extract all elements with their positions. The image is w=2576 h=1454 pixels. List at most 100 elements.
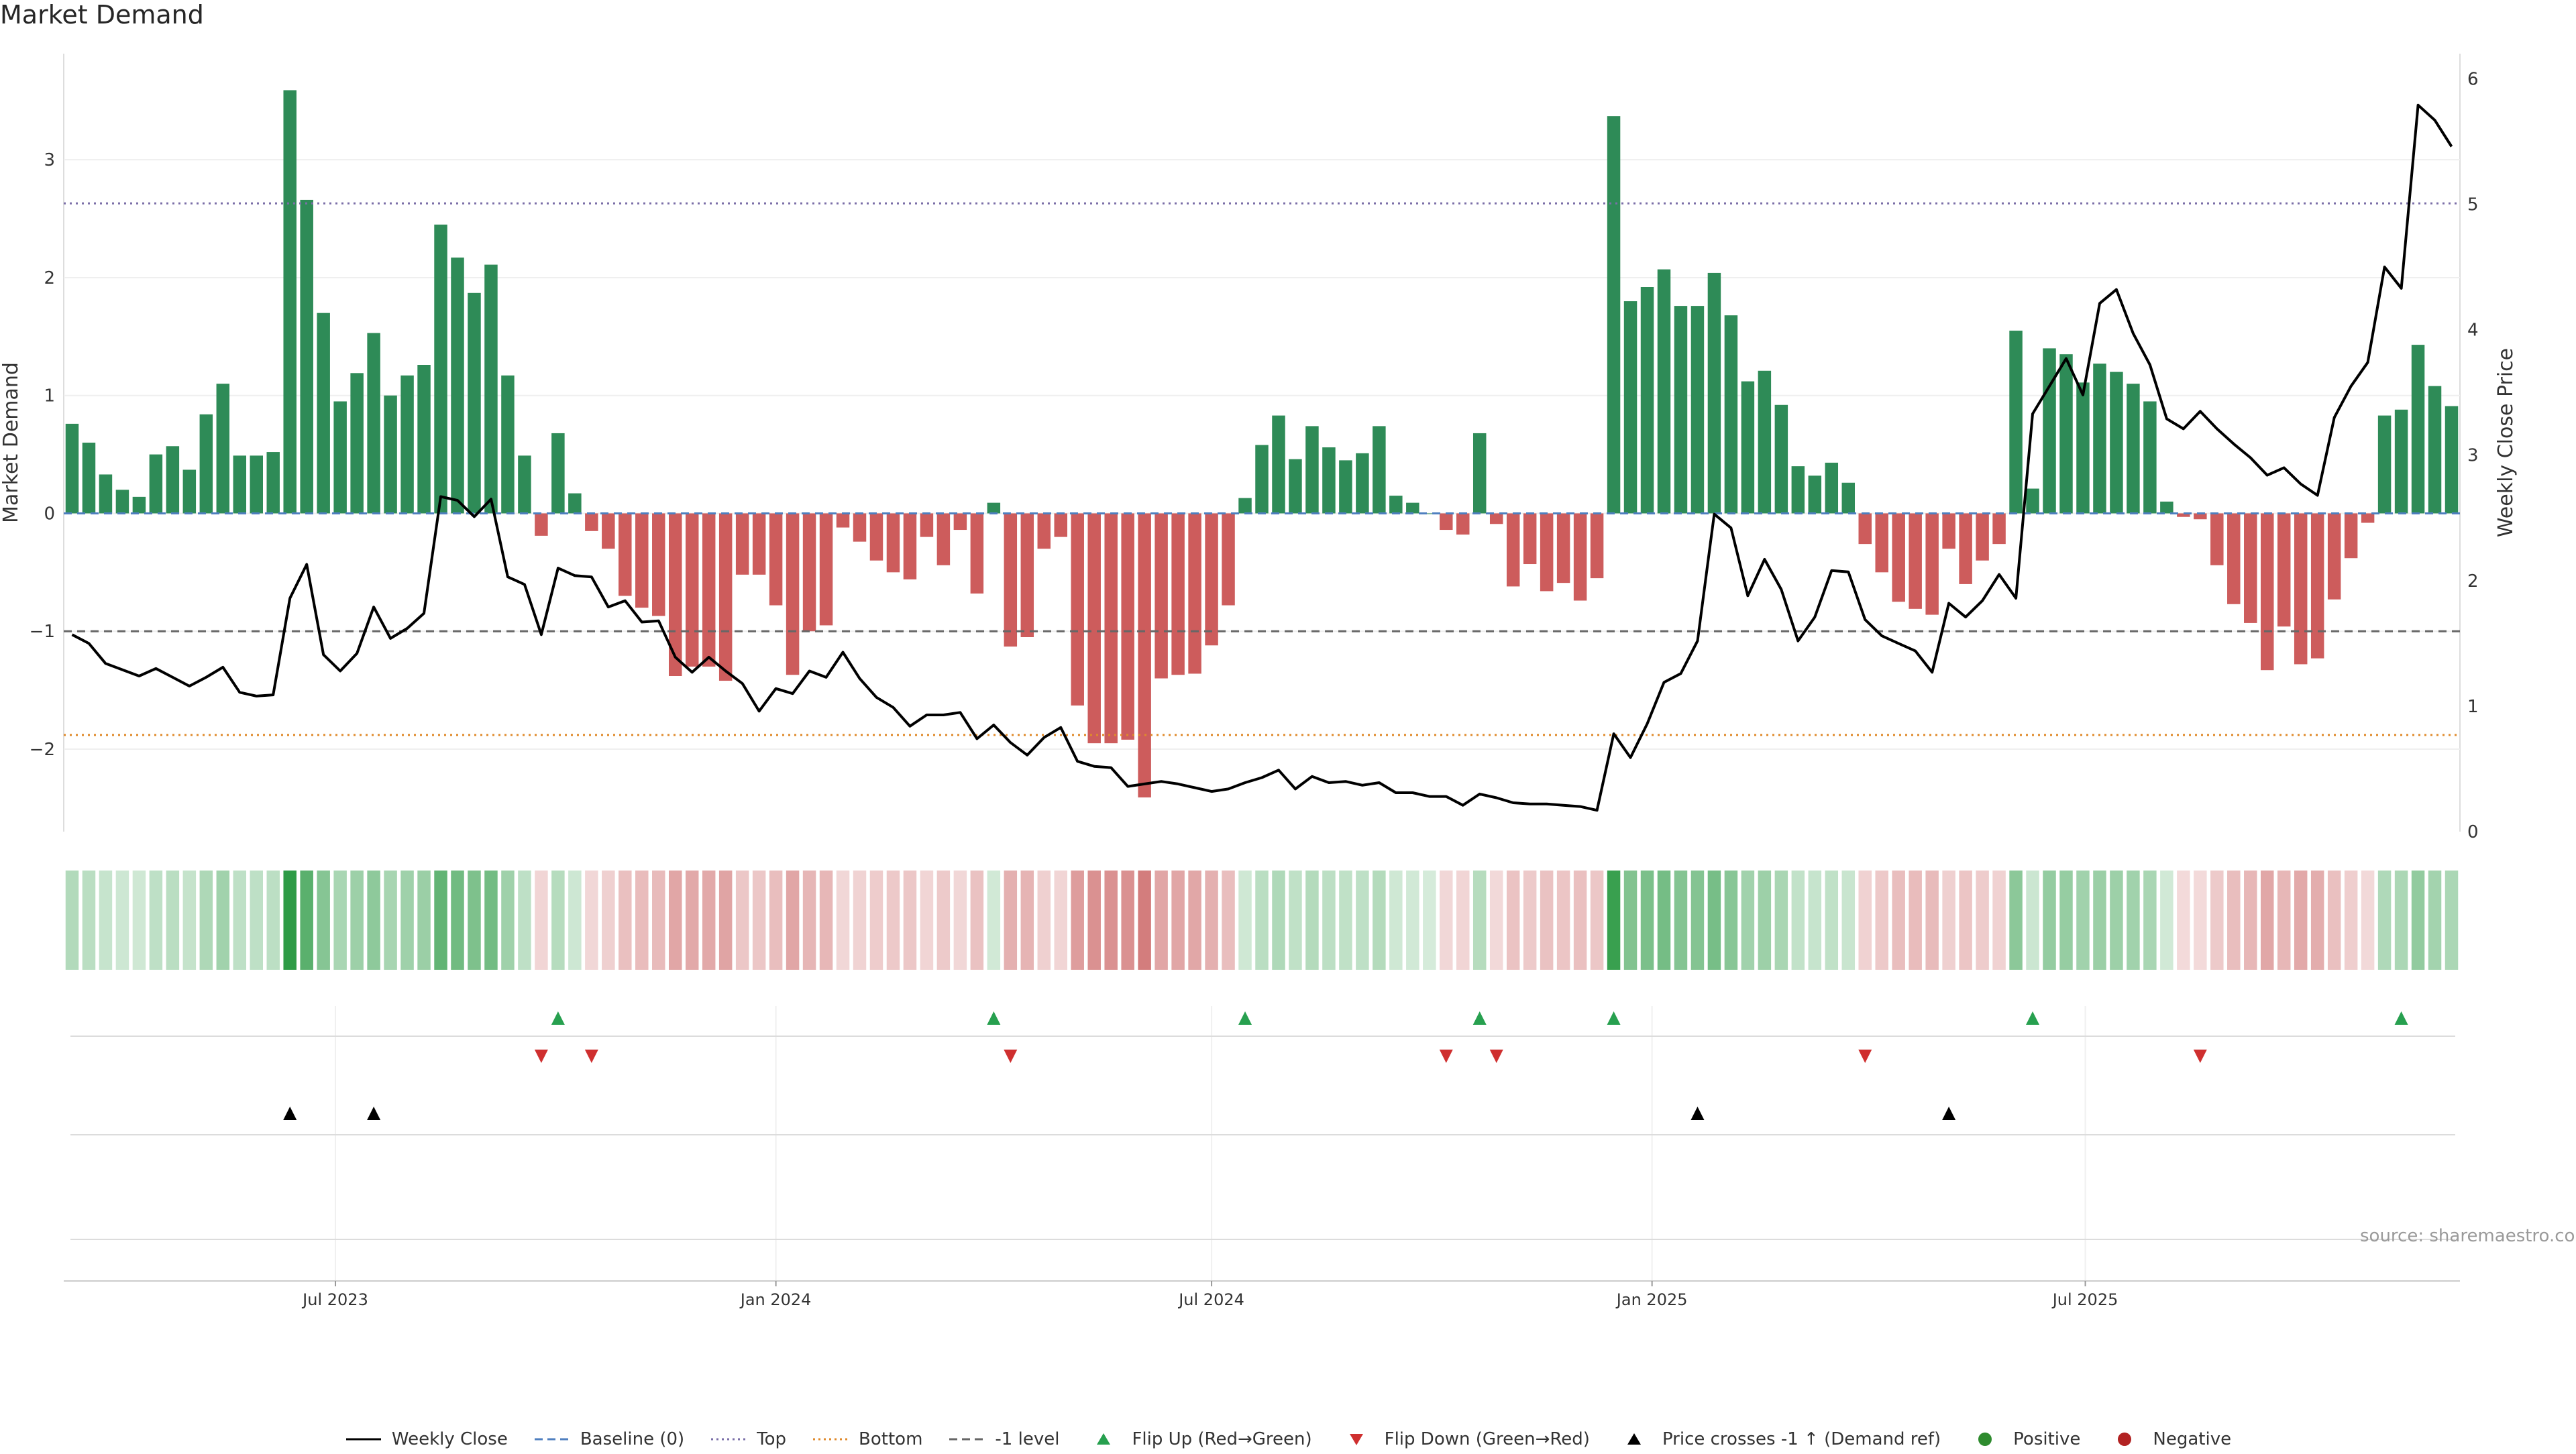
heat-strip-cell <box>317 871 330 970</box>
heat-strip-cell <box>1657 871 1671 970</box>
heat-strip-cell <box>333 871 347 970</box>
legend-swatch <box>534 1438 570 1441</box>
heat-strip-cell <box>1640 871 1654 970</box>
demand-bar <box>2227 513 2241 604</box>
demand-bar <box>1875 513 1888 573</box>
demand-bar <box>1674 306 1688 514</box>
demand-bar <box>1556 513 1570 583</box>
heat-strip-cell <box>132 871 146 970</box>
heat-strip-cell <box>1020 871 1034 970</box>
flip-up-marker <box>1238 1011 1252 1025</box>
demand-bar <box>1322 447 1336 514</box>
demand-bar <box>484 264 498 514</box>
flip-down-marker <box>534 1050 548 1063</box>
heat-strip-cell <box>2428 871 2442 970</box>
x-tick-label: Jan 2025 <box>1615 1290 1688 1309</box>
demand-bar <box>718 513 733 681</box>
price-cross-marker <box>367 1107 381 1120</box>
demand-bar <box>1657 269 1671 514</box>
heat-strip-cell <box>1071 871 1084 970</box>
demand-bar <box>2344 513 2358 559</box>
demand-bar <box>1121 513 1134 740</box>
heat-strip-cell <box>2026 871 2039 970</box>
demand-bar <box>786 513 800 675</box>
legend-label: Negative <box>2153 1429 2232 1449</box>
demand-bar <box>2194 513 2207 520</box>
legend-item: Flip Up (Red→Green) <box>1085 1429 1312 1449</box>
heat-strip-cell <box>836 871 850 970</box>
demand-bar <box>568 493 582 514</box>
heat-strip-cell <box>853 871 867 970</box>
demand-bar <box>2294 513 2308 665</box>
demand-bar <box>2361 513 2375 523</box>
demand-bar <box>233 455 247 514</box>
demand-bar <box>1573 513 1587 601</box>
legend-swatch <box>711 1438 747 1441</box>
heat-strip-cell <box>702 871 716 970</box>
demand-bar <box>1506 513 1520 587</box>
heat-strip-cell <box>1489 871 1503 970</box>
heat-strip-cell <box>1825 871 1839 970</box>
heat-strip-cell <box>869 871 883 970</box>
heat-strip-cell <box>82 871 96 970</box>
price-cross-marker <box>1942 1107 1956 1120</box>
heat-strip-cell <box>199 871 213 970</box>
heat-strip-cell <box>1942 871 1955 970</box>
heat-strip-cell <box>1523 871 1537 970</box>
demand-bar <box>2076 382 2090 514</box>
heat-strip-cell <box>987 871 1001 970</box>
demand-bar <box>953 513 967 530</box>
demand-bar <box>1858 513 1872 545</box>
demand-bar <box>635 513 649 608</box>
heat-strip-cell <box>2110 871 2123 970</box>
demand-bar <box>2327 513 2341 600</box>
price-cross-marker <box>283 1107 297 1120</box>
heat-strip-cell <box>484 871 498 970</box>
heat-strip-cell <box>1289 871 1302 970</box>
demand-bar <box>317 313 330 514</box>
demand-bar <box>2210 513 2224 565</box>
demand-bar <box>132 496 146 514</box>
heat-strip-cell <box>668 871 682 970</box>
demand-bar <box>1523 513 1537 565</box>
demand-bar <box>2110 372 2123 514</box>
legend-label: Top <box>757 1429 787 1449</box>
demand-bar <box>65 423 79 514</box>
heat-strip-cell <box>752 871 766 970</box>
heat-strip-cell <box>802 871 816 970</box>
demand-bar <box>1808 476 1822 514</box>
demand-bar <box>451 258 464 514</box>
demand-bar <box>1472 433 1487 514</box>
demand-bar <box>1707 272 1721 514</box>
heat-strip-cell <box>518 871 531 970</box>
demand-bar <box>685 513 699 667</box>
heat-strip-cell <box>350 871 364 970</box>
heat-strip-cell <box>250 871 264 970</box>
heat-strip-cell <box>2327 871 2341 970</box>
price-cross-marker <box>1690 1107 1705 1120</box>
heat-strip-cell <box>1322 871 1336 970</box>
flip-up-marker <box>2026 1011 2040 1025</box>
legend-item: Flip Down (Green→Red) <box>1338 1429 1590 1449</box>
flip-down-marker <box>1489 1050 1503 1063</box>
y-right-tick-label: 6 <box>2467 69 2479 89</box>
heat-strip-cell <box>166 871 180 970</box>
heat-strip-cell <box>1138 871 1151 970</box>
heat-strip-cell <box>283 871 297 970</box>
heat-strip-cell <box>2294 871 2308 970</box>
heat-strip-cell <box>501 871 515 970</box>
demand-bar <box>1976 513 1989 561</box>
heat-strip-cell <box>652 871 665 970</box>
y-right-axis-title: Weekly Close Price <box>2494 348 2518 537</box>
demand-bar <box>333 401 347 514</box>
heat-strip-cell <box>233 871 247 970</box>
heat-strip-cell <box>2277 871 2291 970</box>
heat-strip-cell <box>2227 871 2241 970</box>
heat-strip-cell <box>1741 871 1755 970</box>
flip-up-marker <box>551 1011 565 1025</box>
heat-strip-cell <box>903 871 917 970</box>
demand-bar <box>400 375 414 514</box>
heat-strip-cell <box>1440 871 1453 970</box>
demand-bar <box>1942 513 1955 549</box>
heat-strip-cell <box>1305 871 1319 970</box>
